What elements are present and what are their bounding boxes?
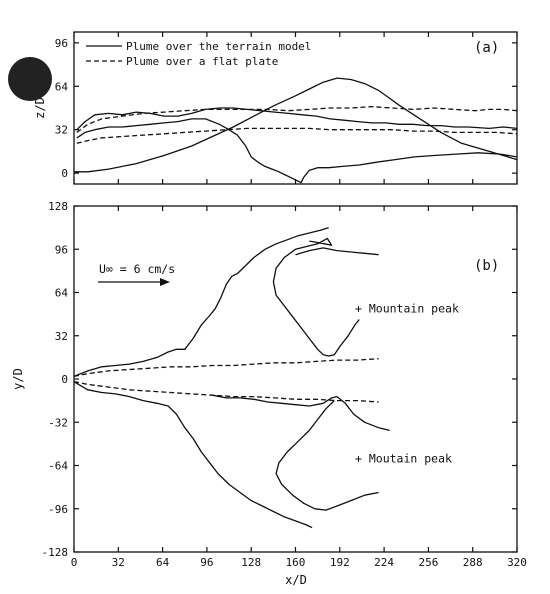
mountain-peak-label: + Mountain peak: [355, 302, 459, 316]
series-flat-plume-lower: [76, 127, 518, 144]
panel-b-x-axis: 0 32 64 96 128 160 192 224 256 288 320: [71, 32, 527, 569]
panel-a-label: (a): [474, 40, 499, 56]
panel-b-plot: (b) y/D x/D U∞ = 6 cm/s + Mountain peak+…: [11, 32, 527, 587]
series-terrain-plume-loop-lower: [275, 400, 379, 511]
series-terrain-plume-inner-lower: [212, 394, 390, 432]
mountain-peak-label: + Moutain peak: [355, 452, 452, 466]
panel-b-ylabel: y/D: [11, 368, 25, 390]
panel-a-plot: (a) z/D Plume over the terrain model Plu…: [33, 31, 518, 185]
legend: Plume over the terrain model Plume over …: [86, 40, 311, 68]
y-tick-label: 96: [55, 37, 68, 50]
x-tick-label: 288: [463, 556, 483, 569]
x-tick-label: 320: [507, 556, 527, 569]
series-terrain-plume-upper: [76, 107, 518, 131]
panel-b-y-axis: 128 96 64 32 0 -32 -64 -96 -128: [42, 200, 517, 559]
y-tick-label: 64: [55, 80, 69, 93]
y-tick-label: 0: [61, 373, 68, 386]
legend-solid-label: Plume over the terrain model: [126, 40, 311, 53]
y-tick-label: -96: [48, 503, 68, 516]
x-tick-label: 32: [112, 556, 125, 569]
panel-a-y-axis: 96 64 32 0: [55, 37, 517, 180]
y-tick-label: -32: [48, 416, 68, 429]
x-tick-label: 64: [156, 556, 170, 569]
velocity-indicator: U∞ = 6 cm/s: [98, 262, 175, 286]
series-flat-plume-lower: [73, 381, 379, 403]
series-flat-plume-upper: [76, 105, 518, 133]
x-tick-label: 160: [286, 556, 306, 569]
legend-dashed-label: Plume over a flat plate: [126, 55, 278, 68]
velocity-label: U∞ = 6 cm/s: [99, 262, 175, 276]
series-terrain-plume-lower: [76, 118, 518, 184]
panel-b-xlabel: x/D: [285, 573, 307, 587]
panel-a-series: [74, 77, 518, 184]
series-terrain-plume-inner-upper: [272, 237, 360, 357]
series-terrain-plume-outer-lower: [73, 381, 313, 529]
panel-b-frame: [73, 205, 518, 553]
x-tick-label: 224: [374, 556, 394, 569]
y-tick-label: 128: [48, 200, 68, 213]
dark-blot: [8, 57, 52, 101]
panel-b-label: (b): [474, 258, 499, 274]
series-terrain-plume-arm-upper: [295, 247, 379, 256]
series-terrain-plume-outer-upper: [73, 226, 329, 377]
y-tick-label: 32: [55, 330, 68, 343]
series-flat-plume-upper: [73, 358, 379, 377]
panel-a-ylabel: z/D: [33, 97, 47, 119]
panel-b-series: [73, 226, 390, 529]
y-tick-label: 0: [61, 167, 68, 180]
x-tick-label: 192: [330, 556, 350, 569]
y-tick-label: 64: [55, 287, 69, 300]
x-tick-label: 128: [241, 556, 261, 569]
x-tick-label: 256: [418, 556, 438, 569]
x-tick-label: 96: [200, 556, 213, 569]
y-tick-label: -128: [42, 546, 69, 559]
x-tick-label: 0: [71, 556, 78, 569]
y-tick-label: -64: [48, 460, 68, 473]
series-terrain-profile: [74, 77, 518, 173]
y-tick-label: 32: [55, 124, 68, 137]
panel-b-annotations: + Mountain peak + Moutain peak: [355, 302, 459, 466]
y-tick-label: 96: [55, 243, 68, 256]
flow-arrowhead-icon: [160, 278, 170, 286]
